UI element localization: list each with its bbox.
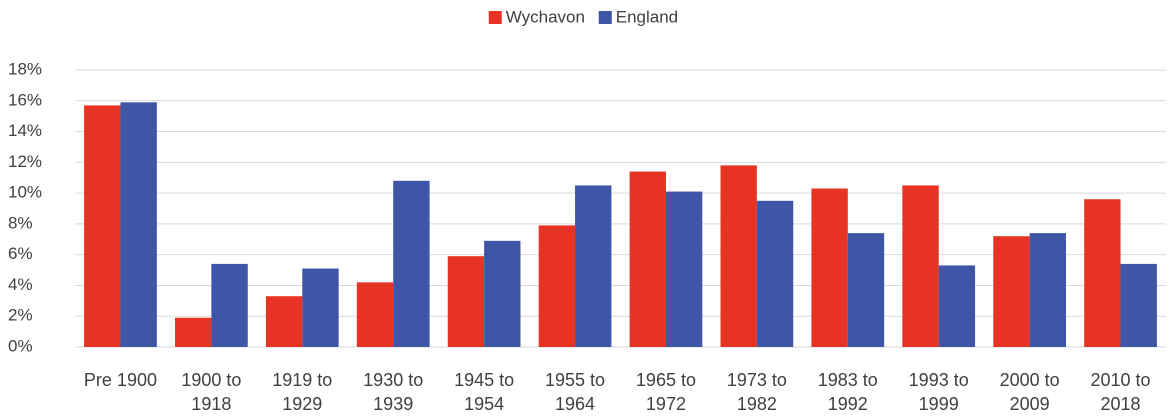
x-tick-label: 1945 to 1954 bbox=[454, 370, 515, 414]
bar bbox=[938, 265, 976, 347]
x-tick-label: 1973 to 1982 bbox=[726, 370, 787, 414]
y-tick-label: 8% bbox=[8, 213, 33, 232]
bar bbox=[665, 191, 703, 347]
legend-label: Wychavon bbox=[506, 7, 585, 26]
x-tick-label: 2000 to 2009 bbox=[999, 370, 1060, 414]
x-tick-label: Pre 1900 bbox=[83, 370, 157, 390]
legend-swatch bbox=[598, 11, 612, 24]
bar bbox=[993, 236, 1030, 347]
bar bbox=[811, 188, 848, 347]
legend-label: England bbox=[616, 7, 678, 26]
bar bbox=[575, 185, 612, 347]
x-tick-label: 1993 to 1999 bbox=[908, 370, 969, 414]
bar bbox=[211, 263, 248, 347]
bar bbox=[484, 240, 521, 347]
y-tick-label: 0% bbox=[8, 336, 33, 355]
x-tick-label: 1983 to 1992 bbox=[817, 370, 878, 414]
x-tick-label: 2010 to 2018 bbox=[1090, 370, 1151, 414]
bar bbox=[538, 225, 576, 347]
y-tick-label: 10% bbox=[8, 183, 42, 202]
bar bbox=[356, 282, 394, 347]
y-tick-label: 16% bbox=[8, 90, 42, 109]
bar bbox=[302, 268, 339, 347]
y-tick-label: 2% bbox=[8, 306, 33, 325]
bar bbox=[393, 180, 430, 347]
bar bbox=[756, 200, 794, 347]
bar bbox=[1029, 233, 1066, 347]
bar bbox=[902, 185, 939, 347]
bar bbox=[720, 165, 757, 347]
x-tick-label: 1900 to 1918 bbox=[181, 370, 242, 414]
bar bbox=[265, 296, 303, 347]
bar bbox=[84, 105, 121, 348]
x-tick-label: 1919 to 1929 bbox=[272, 370, 333, 414]
x-tick-label: 1955 to 1964 bbox=[545, 370, 606, 414]
bar bbox=[629, 171, 666, 347]
x-tick-label: 1930 to 1939 bbox=[363, 370, 424, 414]
x-tick-label: 1965 to 1972 bbox=[635, 370, 696, 414]
bar bbox=[120, 102, 157, 347]
bar bbox=[1084, 199, 1121, 347]
bar bbox=[847, 233, 885, 347]
bar bbox=[447, 256, 485, 347]
y-tick-label: 12% bbox=[8, 152, 42, 171]
legend-swatch bbox=[488, 11, 502, 24]
y-tick-label: 4% bbox=[8, 275, 33, 294]
bar bbox=[175, 317, 212, 347]
y-tick-label: 14% bbox=[8, 121, 42, 140]
y-tick-label: 6% bbox=[8, 244, 33, 263]
y-tick-label: 18% bbox=[8, 59, 42, 78]
bar bbox=[1120, 263, 1157, 347]
